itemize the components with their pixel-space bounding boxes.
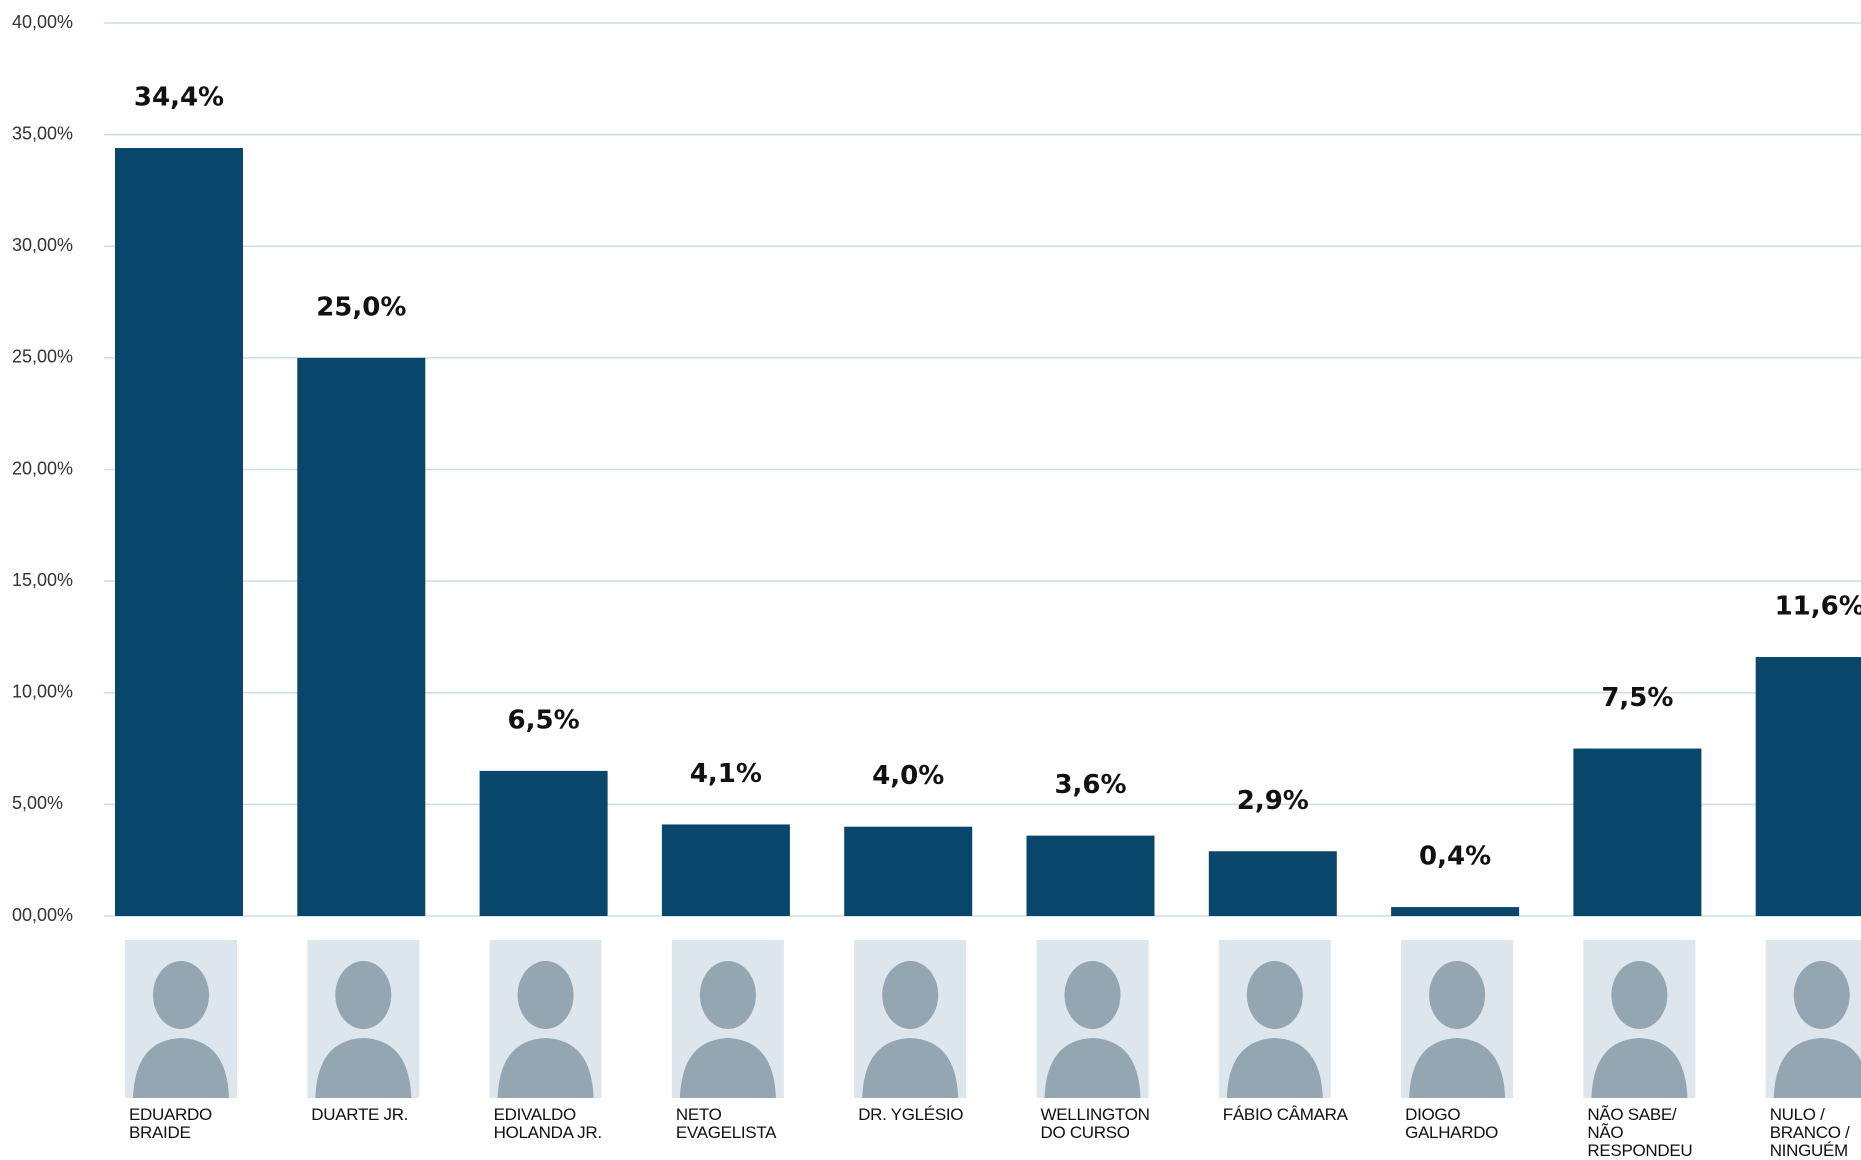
- bar: [297, 357, 426, 916]
- photo: [854, 940, 967, 1098]
- y-tick-label: 5,00%: [12, 793, 63, 813]
- bar: [115, 148, 243, 916]
- photo-body: [1226, 1038, 1323, 1098]
- value-label: 25,0%: [316, 292, 406, 322]
- y-tick-label: 10,00%: [12, 682, 73, 702]
- photo-body: [1591, 1038, 1688, 1098]
- x-tick-label: EDUARDO BRAIDE: [129, 1105, 212, 1142]
- bar: [844, 826, 973, 916]
- photo-body: [1409, 1038, 1506, 1098]
- value-label: 3,6%: [1054, 770, 1126, 800]
- photo-head: [1246, 961, 1303, 1029]
- photo-head: [882, 961, 939, 1029]
- y-tick-label: 25,00%: [12, 347, 73, 367]
- y-tick-label: 15,00%: [12, 570, 73, 590]
- bar: [1391, 907, 1520, 916]
- x-tick-label: EDIVALDO HOLANDA JR.: [493, 1105, 602, 1142]
- photo-head: [1429, 961, 1486, 1029]
- photo-head: [1793, 961, 1850, 1029]
- bar: [1208, 851, 1337, 916]
- y-tick-label: 20,00%: [12, 458, 73, 478]
- x-tick-label: DUARTE JR.: [311, 1105, 409, 1124]
- y-tick-label: 40,00%: [12, 12, 73, 32]
- photo-head: [1064, 961, 1121, 1029]
- photo-body: [679, 1038, 776, 1098]
- photo: [1036, 940, 1149, 1098]
- value-label: 6,5%: [508, 705, 580, 735]
- photo: [1218, 940, 1331, 1098]
- photo-body: [1044, 1038, 1141, 1098]
- photo: [1583, 940, 1696, 1098]
- photo-head: [699, 961, 756, 1029]
- y-tick-label: 35,00%: [12, 123, 73, 143]
- x-tick-label: NULO / BRANCO / NINGUÉM: [1769, 1105, 1850, 1160]
- y-tick-label: 00,00%: [12, 905, 73, 925]
- value-label: 11,6%: [1775, 592, 1861, 622]
- value-label: 4,0%: [872, 761, 944, 791]
- x-tick-label: FÁBIO CÂMARA: [1222, 1105, 1348, 1124]
- photo-body: [315, 1038, 412, 1098]
- x-tick-label: DR. YGLÉSIO: [858, 1105, 964, 1124]
- photo-head: [517, 961, 574, 1029]
- bar: [661, 824, 790, 916]
- photo: [489, 940, 602, 1098]
- value-label: 0,4%: [1419, 842, 1491, 872]
- bar: [1755, 657, 1861, 916]
- bar: [1026, 835, 1155, 916]
- photo-head: [335, 961, 392, 1029]
- x-tick-label: DIOGO GALHARDO: [1405, 1105, 1499, 1142]
- photo: [125, 940, 237, 1098]
- y-tick-label: 30,00%: [12, 235, 73, 255]
- photo: [671, 940, 784, 1098]
- photo: [1765, 940, 1861, 1098]
- photo-head: [153, 961, 209, 1029]
- photo-body: [133, 1038, 229, 1098]
- photo-body: [1773, 1038, 1861, 1098]
- photo: [1401, 940, 1514, 1098]
- value-label: 4,1%: [690, 759, 762, 789]
- bar: [479, 770, 608, 916]
- value-label: 34,4%: [134, 83, 224, 113]
- value-label: 7,5%: [1601, 683, 1673, 713]
- x-tick-label: NÃO SABE/ NÃO RESPONDEU: [1587, 1105, 1693, 1160]
- x-tick-label: WELLINGTON DO CURSO: [1040, 1105, 1150, 1142]
- value-label: 2,9%: [1237, 786, 1309, 816]
- photo-body: [497, 1038, 594, 1098]
- x-tick-label: NETO EVAGELISTA: [675, 1105, 777, 1142]
- bar: [1573, 748, 1702, 916]
- photo-body: [862, 1038, 959, 1098]
- photo-head: [1611, 961, 1668, 1029]
- photo: [307, 940, 420, 1098]
